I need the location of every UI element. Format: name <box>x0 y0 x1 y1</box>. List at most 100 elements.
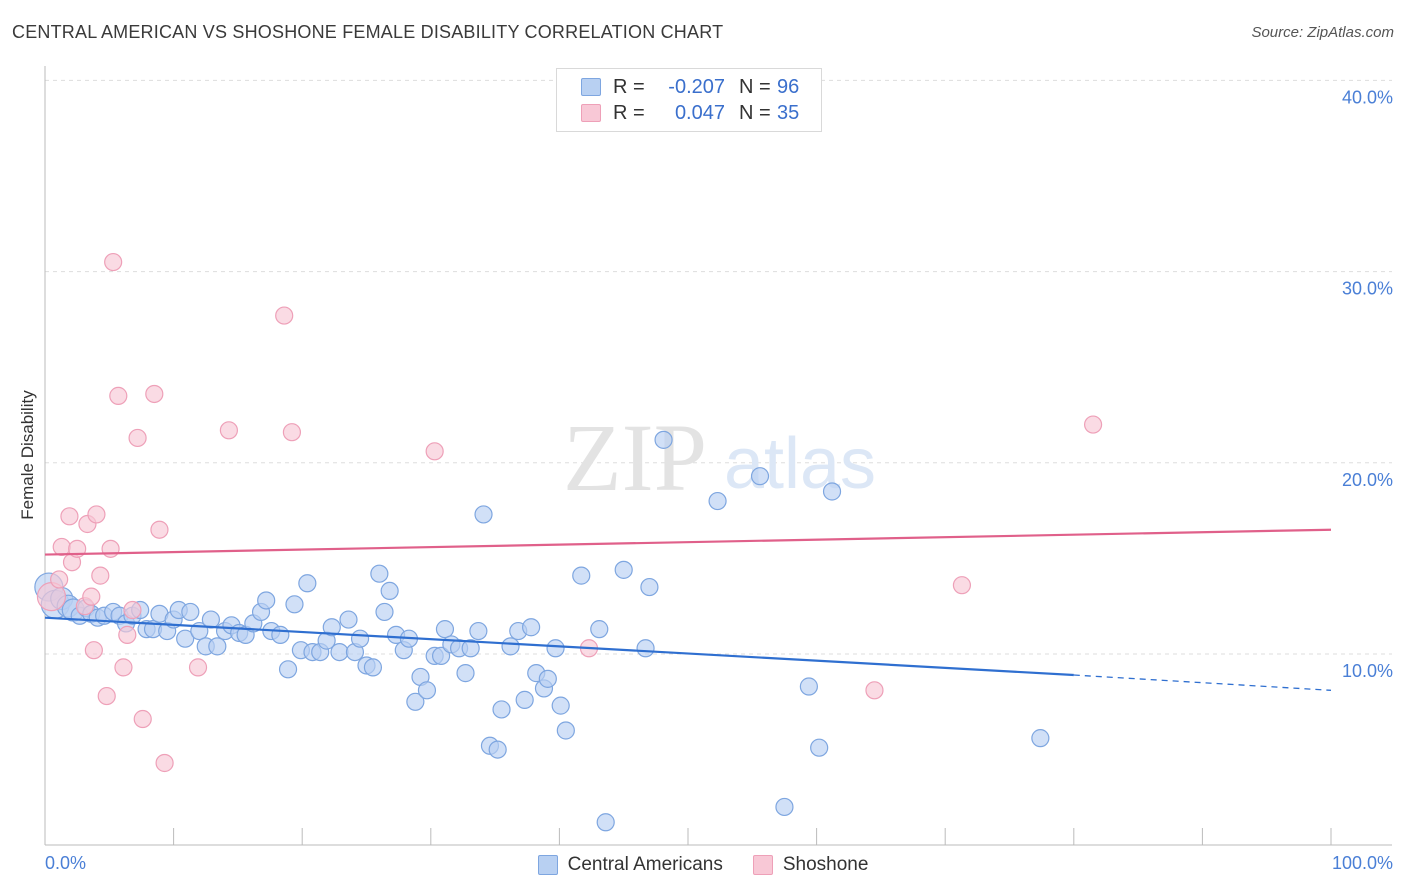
shoshone-point <box>188 658 208 677</box>
central-american-point <box>435 620 455 639</box>
legend-swatch-central <box>537 855 558 875</box>
shoshone-point <box>50 570 69 589</box>
source-note: Source: ZipAtlas.com <box>1251 24 1394 41</box>
central-american-point <box>640 577 659 597</box>
central-american-point <box>488 740 507 759</box>
central-american-point <box>257 591 276 610</box>
shoshone-point <box>865 681 884 700</box>
central-american-point <box>501 637 520 656</box>
y-tick-label: 40.0% <box>1342 87 1393 107</box>
tick-labels: 10.0% 20.0% 30.0% 40.0% 0.0% 100.0% <box>45 87 1393 873</box>
legend-r-label: R = <box>613 75 645 98</box>
shoshone-point <box>123 600 142 620</box>
central-american-point <box>1031 729 1050 748</box>
legend-n-label: N = <box>739 75 771 98</box>
shoshone-point <box>109 386 128 405</box>
central-american-point <box>572 566 591 585</box>
central-american-point <box>614 560 633 579</box>
x-tick-label: 0.0% <box>45 853 86 873</box>
central-american-point <box>515 690 534 709</box>
shoshone-point <box>133 709 152 729</box>
central-american-point <box>330 642 349 662</box>
shoshone-point <box>97 686 116 706</box>
shoshone-point <box>128 428 147 448</box>
central-american-point <box>208 637 227 656</box>
central-american-point <box>431 646 451 666</box>
central-american-point <box>375 602 394 622</box>
legend-swatch-shoshone <box>581 104 601 122</box>
central-american-point <box>322 618 341 637</box>
legend-swatch-shoshone <box>752 855 773 875</box>
central-american-point <box>363 658 383 677</box>
central-american-point <box>380 581 399 601</box>
shoshone-point <box>82 587 101 606</box>
shoshone-point <box>155 753 174 773</box>
legend-item-central-americans[interactable]: Central Americans <box>537 854 723 876</box>
central-american-point <box>201 610 220 629</box>
legend-label-shoshone: Shoshone <box>782 854 869 875</box>
central-american-point <box>339 610 358 629</box>
legend-item-shoshone[interactable]: Shoshone <box>752 854 869 876</box>
central-american-point <box>799 677 818 696</box>
shoshone-point <box>87 505 106 524</box>
axes <box>44 66 1392 846</box>
legend-row-shoshone: R = 0.047 N = 35 <box>581 101 799 125</box>
central-american-point <box>492 700 511 719</box>
shoshone-point <box>145 384 164 404</box>
stats-legend: R = -0.207 N = 96 R = 0.047 N = 35 <box>556 68 822 132</box>
shoshone-point <box>118 625 137 644</box>
central-american-point <box>538 669 557 688</box>
shoshone-trend-line <box>44 528 1332 556</box>
central-american-point <box>522 618 541 637</box>
data-points <box>34 252 1103 832</box>
legend-r-value: -0.207 <box>668 75 725 98</box>
shoshone-point <box>91 566 110 585</box>
y-tick-label: 30.0% <box>1342 279 1393 299</box>
chart-title: CENTRAL AMERICAN VS SHOSHONE FEMALE DISA… <box>12 22 724 42</box>
y-tick-label: 20.0% <box>1342 470 1393 490</box>
central-american-point <box>350 629 370 648</box>
shoshone-point <box>150 520 169 539</box>
central-trend-extension <box>1073 674 1332 691</box>
legend-n-value: 96 <box>777 75 800 98</box>
x-tick-label: 100.0% <box>1332 853 1393 873</box>
legend-r-label: R = <box>613 101 645 124</box>
shoshone-point <box>952 576 972 595</box>
shoshone-point <box>52 537 71 557</box>
central-american-point <box>822 482 842 501</box>
shoshone-point <box>1083 415 1103 434</box>
central-american-point <box>181 602 200 622</box>
shoshone-point <box>84 641 103 660</box>
central-american-point <box>556 721 575 740</box>
central-american-point <box>474 505 493 524</box>
shoshone-point <box>104 252 123 272</box>
central-american-point <box>590 620 609 639</box>
shoshone-point <box>60 507 79 526</box>
central-american-point <box>750 467 770 486</box>
central-american-point <box>176 629 195 648</box>
shoshone-point <box>101 539 120 558</box>
central-american-point <box>278 660 298 679</box>
central-american-point <box>654 430 673 449</box>
central-american-point <box>636 639 655 658</box>
trend-lines <box>44 528 1332 691</box>
legend-n-value: 35 <box>777 101 800 124</box>
central-american-point <box>370 564 389 583</box>
central-american-point <box>461 639 480 658</box>
central-american-point <box>596 813 615 832</box>
central-american-point <box>456 664 475 683</box>
central-american-point <box>469 621 488 641</box>
central-american-point <box>298 574 317 593</box>
legend-n-label: N = <box>739 101 771 124</box>
central-american-point <box>285 595 304 614</box>
central-trend-line <box>44 616 1074 677</box>
legend-label-central: Central Americans <box>567 854 723 875</box>
shoshone-point <box>282 423 302 442</box>
legend-swatch-central <box>581 78 601 96</box>
central-american-point <box>546 639 565 658</box>
central-american-point <box>708 491 727 511</box>
series-legend: Central Americans Shoshone <box>0 852 1406 878</box>
central-american-point <box>810 738 829 757</box>
shoshone-point <box>114 658 133 677</box>
gridlines <box>45 79 1392 655</box>
